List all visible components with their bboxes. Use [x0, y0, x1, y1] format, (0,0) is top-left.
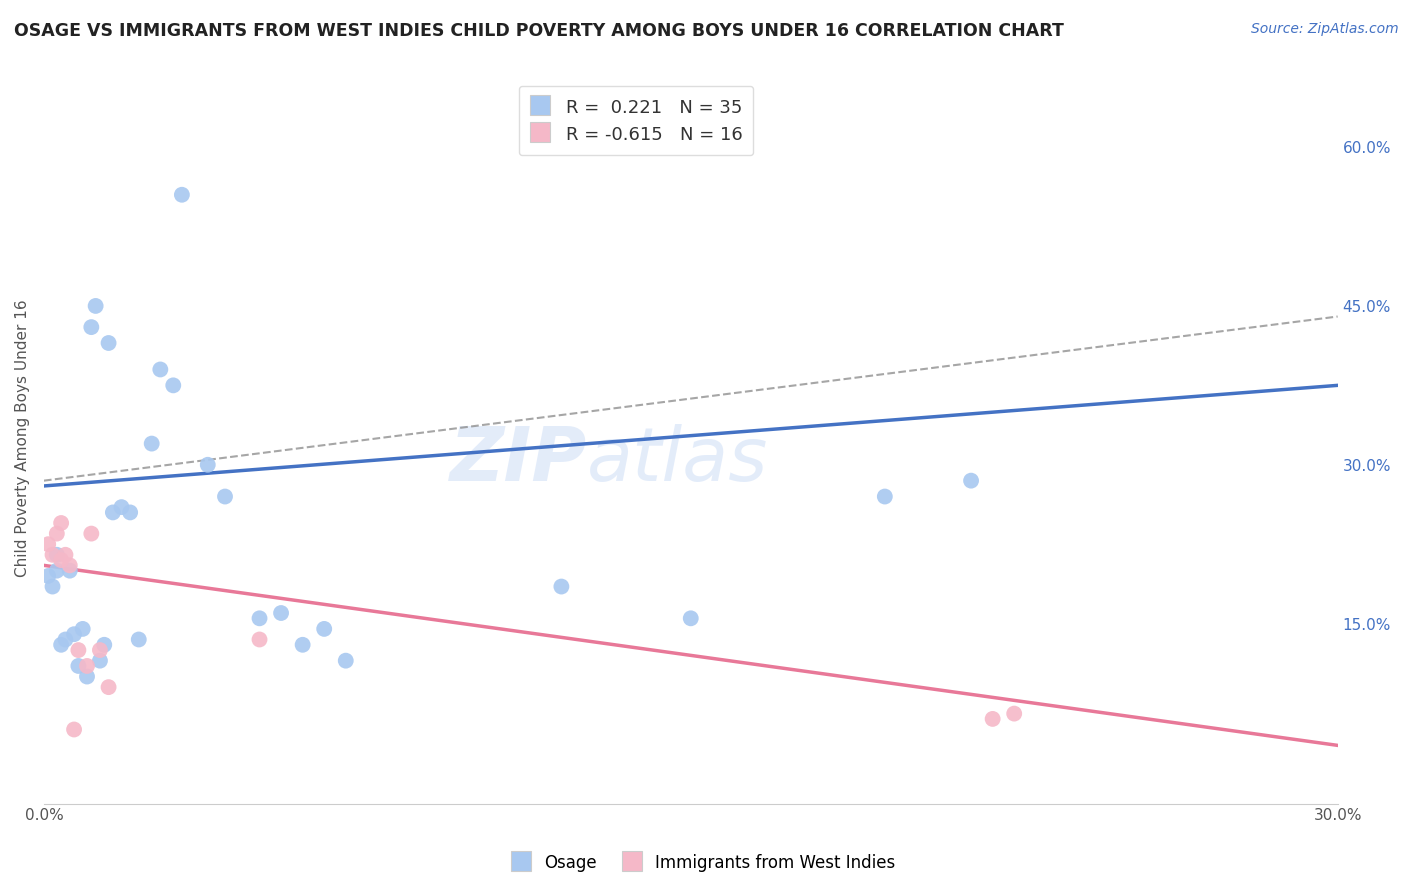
Text: atlas: atlas — [588, 425, 769, 496]
Point — [162, 378, 184, 392]
Point — [67, 659, 90, 673]
Point — [49, 553, 72, 567]
Point — [55, 548, 77, 562]
Point — [41, 548, 63, 562]
Point — [981, 712, 1004, 726]
Legend: R =  0.221   N = 35, R = -0.615   N = 16: R = 0.221 N = 35, R = -0.615 N = 16 — [519, 86, 754, 155]
Point — [55, 632, 77, 647]
Point — [141, 436, 163, 450]
Point — [59, 564, 82, 578]
Point — [49, 638, 72, 652]
Point — [120, 505, 142, 519]
Point — [45, 548, 67, 562]
Point — [270, 606, 292, 620]
Point — [197, 458, 219, 472]
Point — [214, 490, 236, 504]
Point — [97, 680, 120, 694]
Point — [170, 187, 193, 202]
Point — [45, 564, 67, 578]
Point — [84, 299, 107, 313]
Point — [679, 611, 702, 625]
Point — [128, 632, 150, 647]
Point — [873, 490, 896, 504]
Point — [550, 580, 572, 594]
Point — [89, 643, 111, 657]
Point — [76, 659, 98, 673]
Point — [37, 537, 59, 551]
Y-axis label: Child Poverty Among Boys Under 16: Child Poverty Among Boys Under 16 — [15, 300, 30, 577]
Point — [76, 669, 98, 683]
Point — [97, 336, 120, 351]
Point — [149, 362, 172, 376]
Point — [59, 558, 82, 573]
Point — [63, 627, 86, 641]
Point — [72, 622, 94, 636]
Point — [80, 320, 103, 334]
Point — [1002, 706, 1025, 721]
Text: OSAGE VS IMMIGRANTS FROM WEST INDIES CHILD POVERTY AMONG BOYS UNDER 16 CORRELATI: OSAGE VS IMMIGRANTS FROM WEST INDIES CHI… — [14, 22, 1064, 40]
Point — [37, 569, 59, 583]
Point — [41, 580, 63, 594]
Point — [67, 643, 90, 657]
Text: Source: ZipAtlas.com: Source: ZipAtlas.com — [1251, 22, 1399, 37]
Point — [45, 526, 67, 541]
Point — [960, 474, 983, 488]
Text: ZIP: ZIP — [450, 424, 588, 497]
Point — [249, 632, 271, 647]
Point — [49, 516, 72, 530]
Point — [89, 654, 111, 668]
Point — [93, 638, 115, 652]
Point — [335, 654, 357, 668]
Point — [249, 611, 271, 625]
Point — [291, 638, 314, 652]
Point — [63, 723, 86, 737]
Legend: Osage, Immigrants from West Indies: Osage, Immigrants from West Indies — [505, 847, 901, 880]
Point — [110, 500, 132, 515]
Point — [80, 526, 103, 541]
Point — [314, 622, 336, 636]
Point — [101, 505, 124, 519]
